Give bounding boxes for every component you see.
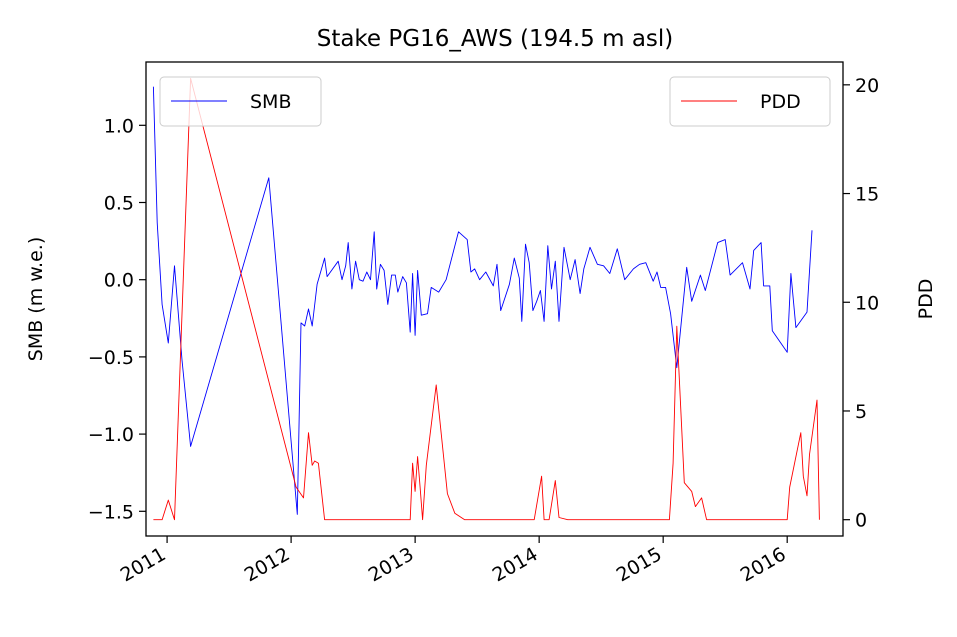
y-tick-label: 0.5 [104,193,134,215]
y2-tick-label: 20 [855,75,879,97]
y-tick-label: −1.5 [88,501,134,523]
y-tick-label: 1.0 [104,115,134,137]
series-line-smb [152,86,813,515]
y2-tick-label: 15 [855,184,879,206]
legend-box [159,76,322,127]
legend-box [669,76,831,127]
y-axis-right: 20 15 10 5 0 [843,75,879,532]
y-tick-label: 0.0 [104,270,134,292]
series-layer [152,77,820,521]
legend-label-pdd: PDD [760,91,801,113]
legend-smb: SMB [159,76,322,127]
axes-frame [145,61,844,537]
y2-tick-label: 0 [855,510,867,532]
y-axis-label: SMB (m w.e.) [25,237,47,361]
chart-title: Stake PG16_AWS (194.5 m asl) [317,26,674,52]
y-tick-label: −0.5 [88,347,134,369]
y2-axis-label: PDD [915,279,937,320]
plot-area [146,62,843,536]
legend-pdd: PDD [669,76,831,127]
y-tick-label: −1.0 [88,424,134,446]
series-line-pdd [153,77,820,521]
plot-background [146,62,843,536]
y-axis-left: 1.0 0.5 0.0 −0.5 −1.0 −1.5 [88,115,146,523]
y2-tick-label: 10 [855,292,879,314]
y2-tick-label: 5 [855,401,867,423]
legend-label-smb: SMB [250,91,292,113]
